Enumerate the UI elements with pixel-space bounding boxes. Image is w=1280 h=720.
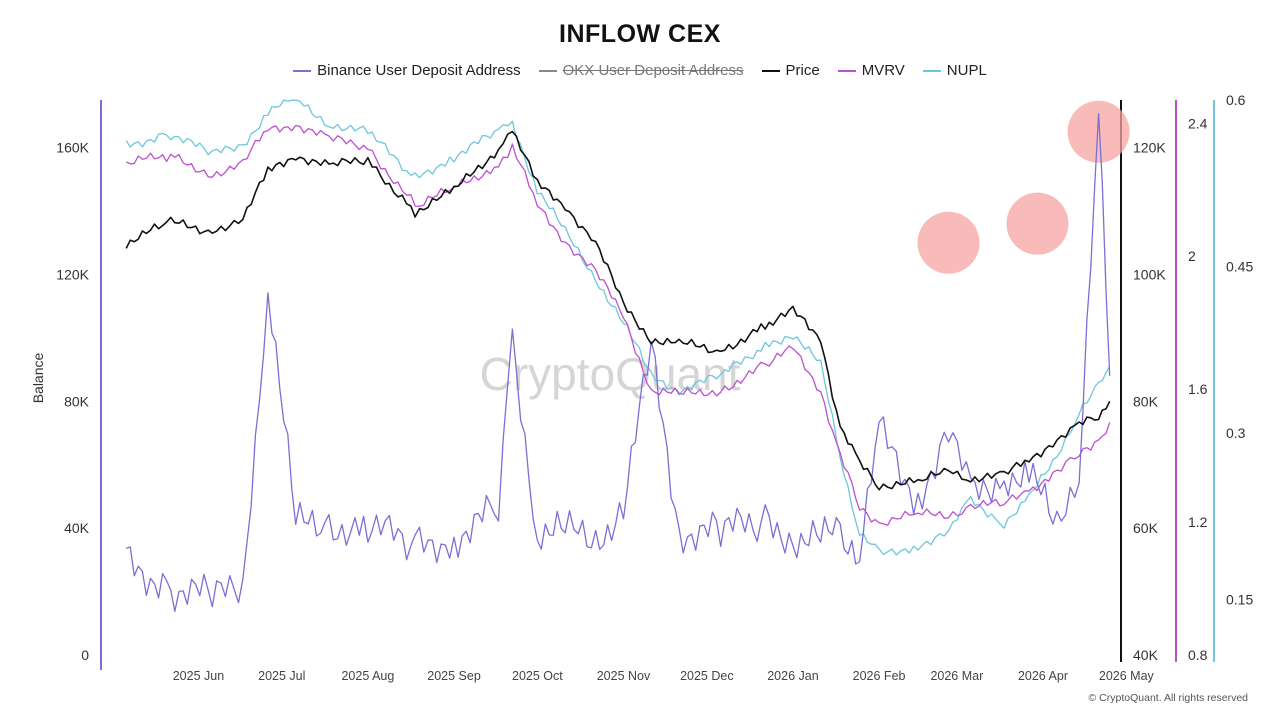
x-tick-label: 2026 May — [1099, 669, 1155, 683]
price-tick-label: 100K — [1133, 266, 1166, 282]
legend-swatch-nupl — [922, 69, 941, 72]
legend-item-mvrv[interactable]: MVRV — [837, 62, 905, 79]
series-line-nupl — [125, 99, 1111, 556]
nupl-tick-label: 0.6 — [1226, 92, 1246, 108]
price-tick-label: 120K — [1133, 140, 1166, 156]
left-tick-label: 0 — [81, 647, 89, 663]
mvrv-tick-label: 0.8 — [1188, 647, 1208, 663]
x-tick-label: 2026 Mar — [930, 669, 983, 683]
left-tick-label: 40K — [64, 520, 90, 536]
spike-highlight — [917, 211, 980, 274]
left-tick-label: 80K — [64, 393, 90, 409]
x-tick-label: 2026 Apr — [1018, 669, 1068, 683]
price-tick-label: 80K — [1133, 393, 1159, 409]
x-tick-label: 2025 Dec — [680, 669, 734, 683]
copyright-notice: © CryptoQuant. All rights reserved — [1088, 692, 1248, 704]
legend-label-nupl: NUPL — [946, 62, 987, 79]
mvrv-tick-label: 1.6 — [1188, 381, 1208, 397]
left-tick-label: 160K — [56, 140, 89, 156]
y-axis-label: Balance — [30, 352, 46, 403]
legend-label-okx: OKX User Deposit Address — [562, 62, 744, 79]
legend-item-okx[interactable]: OKX User Deposit Address — [538, 62, 744, 79]
x-tick-label: 2025 Aug — [341, 669, 394, 683]
series-line-mvrv — [125, 124, 1111, 526]
nupl-tick-label: 0.3 — [1226, 425, 1246, 441]
x-tick-label: 2025 Jul — [258, 669, 305, 683]
legend-swatch-price — [761, 69, 780, 72]
watermark-text: CryptoQuant — [480, 348, 741, 400]
x-tick-label: 2026 Feb — [853, 669, 906, 683]
legend-label-mvrv: MVRV — [861, 62, 905, 79]
series-line-price — [125, 130, 1111, 491]
price-tick-label: 60K — [1133, 520, 1159, 536]
x-tick-label: 2025 Oct — [512, 669, 563, 683]
legend-label-binance: Binance User Deposit Address — [317, 62, 521, 79]
legend-label-price: Price — [785, 62, 820, 79]
chart-legend: Binance User Deposit Address OKX User Dep… — [0, 62, 1280, 79]
mvrv-tick-label: 2.4 — [1188, 115, 1208, 131]
legend-swatch-mvrv — [837, 69, 856, 72]
mvrv-tick-label: 1.2 — [1188, 514, 1208, 530]
legend-swatch-okx — [538, 69, 557, 72]
x-tick-label: 2025 Nov — [597, 669, 651, 683]
nupl-tick-label: 0.45 — [1226, 259, 1253, 275]
x-tick-label: 2026 Jan — [767, 669, 818, 683]
mvrv-tick-label: 2 — [1188, 248, 1196, 264]
spike-highlight — [1067, 100, 1130, 163]
legend-item-nupl[interactable]: NUPL — [922, 62, 987, 79]
legend-swatch-binance — [293, 69, 312, 72]
legend-item-binance[interactable]: Binance User Deposit Address — [293, 62, 521, 79]
chart-title: INFLOW CEX — [559, 20, 721, 48]
x-tick-label: 2025 Jun — [173, 669, 224, 683]
spike-highlight — [1006, 192, 1069, 255]
nupl-tick-label: 0.15 — [1226, 592, 1253, 608]
left-tick-label: 120K — [56, 266, 89, 282]
x-tick-label: 2025 Sep — [427, 669, 481, 683]
price-tick-label: 40K — [1133, 647, 1159, 663]
legend-item-price[interactable]: Price — [761, 62, 820, 79]
series-line-binance — [126, 112, 1111, 613]
